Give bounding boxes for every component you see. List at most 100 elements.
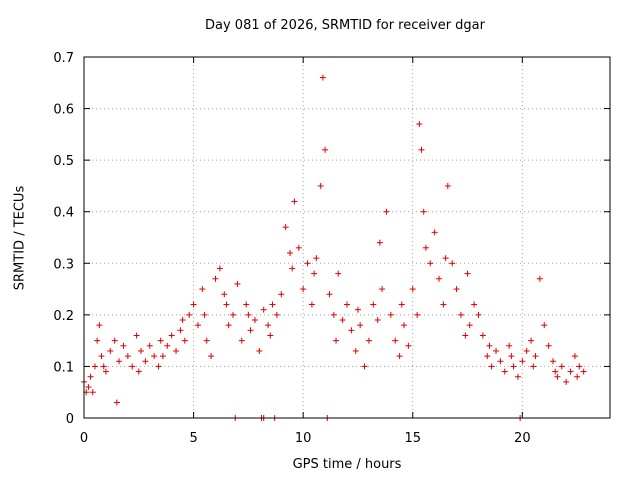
- data-point: [247, 327, 254, 334]
- data-point: [484, 353, 491, 360]
- data-point: [129, 363, 136, 370]
- data-point: [265, 322, 272, 329]
- data-point: [453, 286, 460, 293]
- data-point: [387, 311, 394, 318]
- data-point: [295, 244, 302, 251]
- data-point: [530, 363, 537, 370]
- y-tick-label: 0.1: [53, 360, 74, 375]
- data-point: [91, 363, 98, 370]
- data-point: [313, 255, 320, 262]
- data-point: [352, 347, 359, 354]
- data-point: [365, 337, 372, 344]
- data-point: [267, 332, 274, 339]
- data-point: [493, 347, 500, 354]
- data-point: [361, 363, 368, 370]
- data-point: [400, 322, 407, 329]
- x-axis-label: GPS time / hours: [292, 457, 402, 472]
- data-point: [120, 342, 127, 349]
- data-point: [506, 342, 513, 349]
- data-point: [203, 337, 210, 344]
- data-point: [374, 317, 381, 324]
- data-point: [85, 384, 92, 391]
- x-tick-label: 20: [514, 431, 531, 446]
- data-point: [545, 342, 552, 349]
- grid-lines: [84, 57, 610, 418]
- data-point: [475, 311, 482, 318]
- data-point: [333, 337, 340, 344]
- data-point: [554, 373, 561, 380]
- data-point: [304, 260, 311, 267]
- data-point: [486, 342, 493, 349]
- y-tick-label: 0.2: [53, 309, 74, 324]
- data-point: [462, 332, 469, 339]
- data-point: [135, 368, 142, 375]
- data-point: [339, 317, 346, 324]
- data-point: [89, 389, 96, 396]
- data-point: [157, 337, 164, 344]
- data-point: [580, 368, 587, 375]
- data-point: [571, 353, 578, 360]
- data-point: [137, 347, 144, 354]
- data-point: [396, 353, 403, 360]
- data-point: [488, 363, 495, 370]
- data-point: [251, 317, 258, 324]
- data-point: [225, 322, 232, 329]
- data-point: [398, 301, 405, 308]
- data-point: [168, 332, 175, 339]
- data-point: [536, 275, 543, 282]
- data-point: [357, 322, 364, 329]
- data-point: [574, 373, 581, 380]
- data-point: [501, 368, 508, 375]
- x-tick-label: 10: [295, 431, 312, 446]
- data-point: [550, 358, 557, 365]
- data-point: [142, 358, 149, 365]
- data-point: [273, 311, 280, 318]
- data-point: [322, 146, 329, 153]
- data-point: [457, 311, 464, 318]
- data-point: [519, 358, 526, 365]
- data-point: [216, 265, 223, 272]
- data-point: [221, 291, 228, 298]
- y-tick-label: 0: [66, 412, 74, 427]
- data-point: [173, 347, 180, 354]
- data-point: [223, 301, 230, 308]
- data-point: [510, 363, 517, 370]
- data-point: [243, 301, 250, 308]
- data-point: [234, 280, 241, 287]
- data-point: [558, 363, 565, 370]
- data-point: [146, 342, 153, 349]
- data-point: [420, 208, 427, 215]
- data-point: [133, 332, 140, 339]
- data-point: [100, 363, 107, 370]
- data-point: [124, 353, 131, 360]
- data-point: [116, 358, 123, 365]
- data-point: [289, 265, 296, 272]
- data-point: [464, 270, 471, 277]
- data-point: [576, 363, 583, 370]
- data-point: [541, 322, 548, 329]
- data-point: [96, 322, 103, 329]
- y-tick-label: 0.3: [53, 257, 74, 272]
- data-point: [326, 291, 333, 298]
- data-point: [107, 347, 114, 354]
- data-point: [113, 399, 120, 406]
- data-point: [199, 286, 206, 293]
- data-point: [230, 311, 237, 318]
- data-point: [330, 311, 337, 318]
- data-point: [409, 286, 416, 293]
- data-point: [194, 322, 201, 329]
- data-point: [427, 260, 434, 267]
- data-point: [282, 224, 289, 231]
- data-point: [208, 353, 215, 360]
- data-points: [81, 74, 587, 421]
- data-point: [436, 275, 443, 282]
- data-point: [344, 301, 350, 308]
- data-point: [164, 342, 171, 349]
- data-point: [497, 358, 504, 365]
- data-point: [376, 239, 383, 246]
- y-tick-label: 0.5: [53, 154, 74, 169]
- data-point: [102, 368, 109, 375]
- data-point: [177, 327, 184, 334]
- data-point: [479, 332, 486, 339]
- data-point: [155, 363, 162, 370]
